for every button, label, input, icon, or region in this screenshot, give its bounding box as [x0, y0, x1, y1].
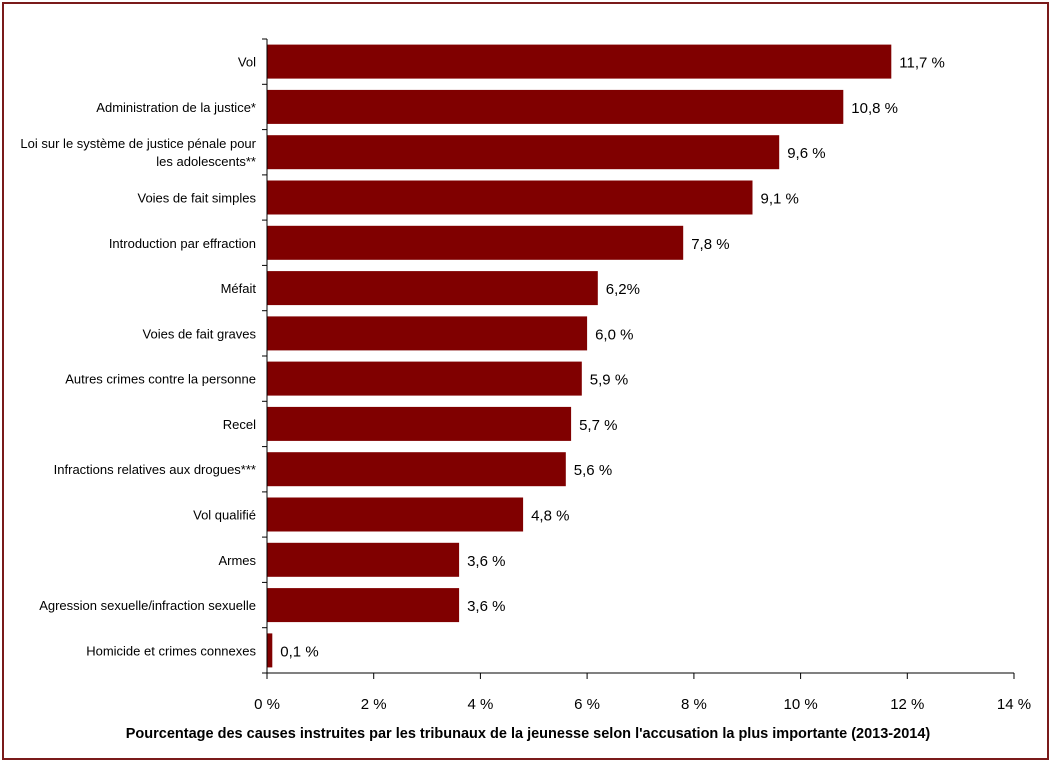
category-label: Autres crimes contre la personne [65, 372, 256, 387]
bar [267, 633, 273, 668]
bar [267, 452, 566, 487]
value-label: 0,1 % [280, 643, 318, 660]
category-label: Infractions relatives aux drogues*** [54, 462, 256, 477]
value-label: 6,2% [606, 281, 640, 298]
category-label: Loi sur le système de justice pénale pou… [20, 136, 256, 151]
category-label: Voies de fait simples [137, 191, 256, 206]
category-label: Vol qualifié [193, 508, 256, 523]
value-label: 9,6 % [787, 145, 825, 162]
bar [267, 135, 780, 170]
x-tick-label: 12 % [890, 696, 924, 713]
x-tick-label: 0 % [254, 696, 280, 713]
value-label: 5,7 % [579, 417, 617, 434]
x-axis-title: Pourcentage des causes instruites par le… [126, 726, 931, 742]
value-labels-group: 11,7 % 10,8 % 9,6 % 9,1 % 7,8 % 6,2% 6,0 % 5,9 … [280, 55, 945, 661]
bars-group [267, 44, 892, 668]
x-ticks-group: 0 % 2 % 4 % 6 % 8 % 10 % 12 % 14 % [254, 673, 1031, 713]
bar [267, 406, 572, 441]
category-label: Administration de la justice* [96, 100, 256, 115]
x-tick-label: 14 % [997, 696, 1031, 713]
value-label: 3,6 % [467, 598, 505, 615]
x-tick-label: 6 % [574, 696, 600, 713]
value-label: 11,7 % [899, 55, 945, 72]
value-label: 9,1 % [761, 191, 799, 208]
value-label: 10,8 % [851, 100, 898, 117]
bar [267, 271, 598, 306]
category-label: Armes [218, 553, 256, 568]
value-label: 3,6 % [467, 553, 505, 570]
category-label: Introduction par effraction [109, 236, 256, 251]
x-tick-label: 10 % [783, 696, 817, 713]
category-label: Vol [238, 55, 256, 70]
bar [267, 180, 753, 215]
category-label: Méfait [221, 281, 257, 296]
bar [267, 316, 588, 351]
bar [267, 497, 524, 532]
value-label: 5,6 % [574, 462, 612, 479]
bar [267, 588, 460, 623]
value-label: 6,0 % [595, 326, 633, 343]
value-label: 7,8 % [691, 236, 729, 253]
category-labels-group: Vol Administration de la justice* Loi sur … [20, 55, 256, 659]
bar [267, 361, 582, 396]
category-label: Voies de fait graves [143, 326, 257, 341]
bar [267, 225, 684, 260]
bar [267, 542, 460, 577]
bar [267, 89, 844, 124]
bar [267, 44, 892, 79]
x-tick-label: 2 % [361, 696, 387, 713]
value-label: 5,9 % [590, 372, 628, 389]
category-label: Recel [223, 417, 256, 432]
category-label: Agression sexuelle/infraction sexuelle [39, 598, 256, 613]
x-tick-label: 4 % [467, 696, 493, 713]
category-label: les adolescents** [156, 154, 256, 169]
category-label: Homicide et crimes connexes [86, 643, 256, 658]
axes-group [262, 38, 1014, 674]
value-label: 4,8 % [531, 508, 569, 525]
x-tick-label: 8 % [681, 696, 707, 713]
